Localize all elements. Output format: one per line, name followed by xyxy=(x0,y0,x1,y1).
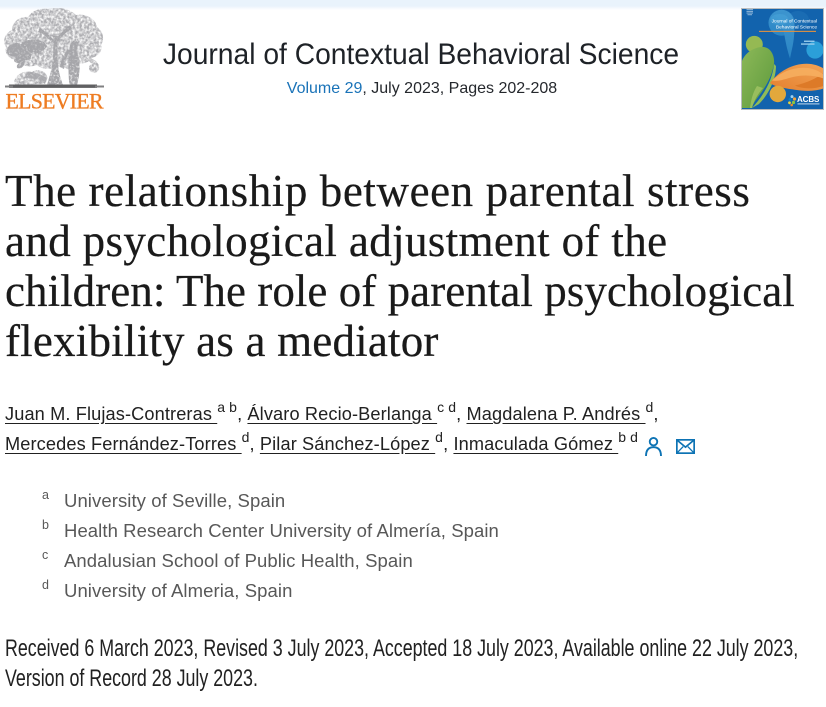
svg-text:ACBS: ACBS xyxy=(797,95,820,104)
svg-text:ELSEVIER: ELSEVIER xyxy=(6,90,104,112)
svg-text:Journal of Contextual: Journal of Contextual xyxy=(772,18,817,24)
svg-text:Behavioral Science: Behavioral Science xyxy=(776,24,817,30)
